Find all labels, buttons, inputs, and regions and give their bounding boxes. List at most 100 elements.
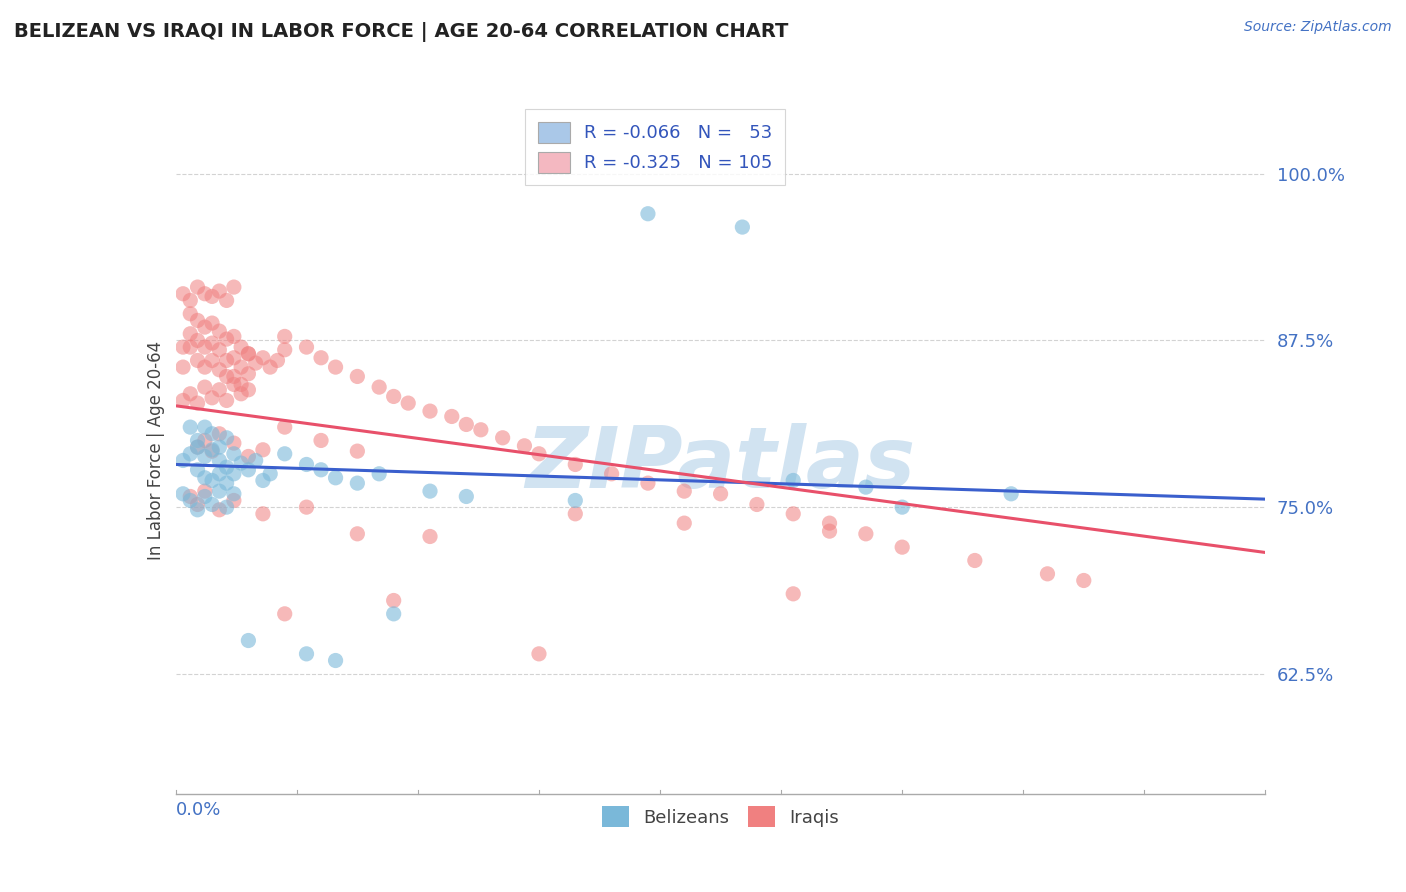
Point [382,593,405,607]
Point [186,463,209,477]
Point [295,458,318,472]
Point [231,456,253,470]
Point [855,480,877,494]
Point [179,340,201,354]
Point [238,347,260,361]
Point [419,404,441,418]
Point [1073,574,1095,588]
Point [346,444,368,458]
Point [208,453,231,467]
Point [346,476,368,491]
Point [172,393,194,408]
Point [259,467,281,481]
Point [564,493,586,508]
Point [527,647,550,661]
Point [419,484,441,499]
Point [1036,566,1059,581]
Point [419,529,441,543]
Point [186,498,209,512]
Point [456,490,478,504]
Point [215,431,238,445]
Point [201,391,224,405]
Point [179,447,201,461]
Point [179,490,201,504]
Point [201,316,224,330]
Point [325,653,347,667]
Point [222,351,245,365]
Point [186,434,209,448]
Point [194,340,217,354]
Point [222,487,245,501]
Point [782,507,804,521]
Point [179,293,201,308]
Point [172,453,194,467]
Point [245,453,267,467]
Point [179,386,201,401]
Legend: Belizeans, Iraqis: Belizeans, Iraqis [593,797,848,837]
Point [745,498,768,512]
Point [274,343,297,357]
Point [295,500,318,515]
Point [194,420,217,434]
Point [855,526,877,541]
Point [186,280,209,294]
Point [782,587,804,601]
Point [637,207,659,221]
Point [238,450,260,464]
Point [325,360,347,375]
Point [891,500,914,515]
Point [208,484,231,499]
Point [231,340,253,354]
Point [215,332,238,346]
Point [222,436,245,450]
Point [201,289,224,303]
Point [527,447,550,461]
Point [245,356,267,370]
Point [222,369,245,384]
Point [194,320,217,334]
Point [295,340,318,354]
Point [208,426,231,441]
Point [238,367,260,381]
Point [231,377,253,392]
Point [673,516,696,530]
Point [231,386,253,401]
Point [564,507,586,521]
Point [208,324,231,338]
Point [564,458,586,472]
Point [194,380,217,394]
Point [201,442,224,457]
Point [208,467,231,481]
Point [818,524,841,538]
Point [238,383,260,397]
Point [208,383,231,397]
Point [309,463,332,477]
Point [186,396,209,410]
Text: 0.0%: 0.0% [176,801,221,819]
Point [215,353,238,368]
Point [194,471,217,485]
Point [194,484,217,499]
Point [1000,487,1022,501]
Point [179,420,201,434]
Point [238,347,260,361]
Point [782,474,804,488]
Point [215,476,238,491]
Point [186,440,209,454]
Text: ZIPatlas: ZIPatlas [526,423,915,506]
Point [295,647,318,661]
Point [172,286,194,301]
Point [274,607,297,621]
Point [673,484,696,499]
Point [186,503,209,517]
Point [891,540,914,554]
Point [201,474,224,488]
Point [172,487,194,501]
Point [201,426,224,441]
Point [513,439,536,453]
Point [222,329,245,343]
Point [222,467,245,481]
Point [637,476,659,491]
Point [710,487,733,501]
Point [186,440,209,454]
